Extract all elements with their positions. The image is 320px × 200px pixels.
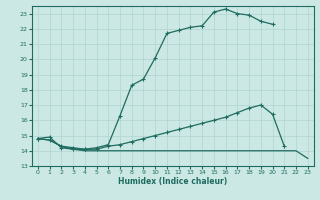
X-axis label: Humidex (Indice chaleur): Humidex (Indice chaleur) (118, 177, 228, 186)
